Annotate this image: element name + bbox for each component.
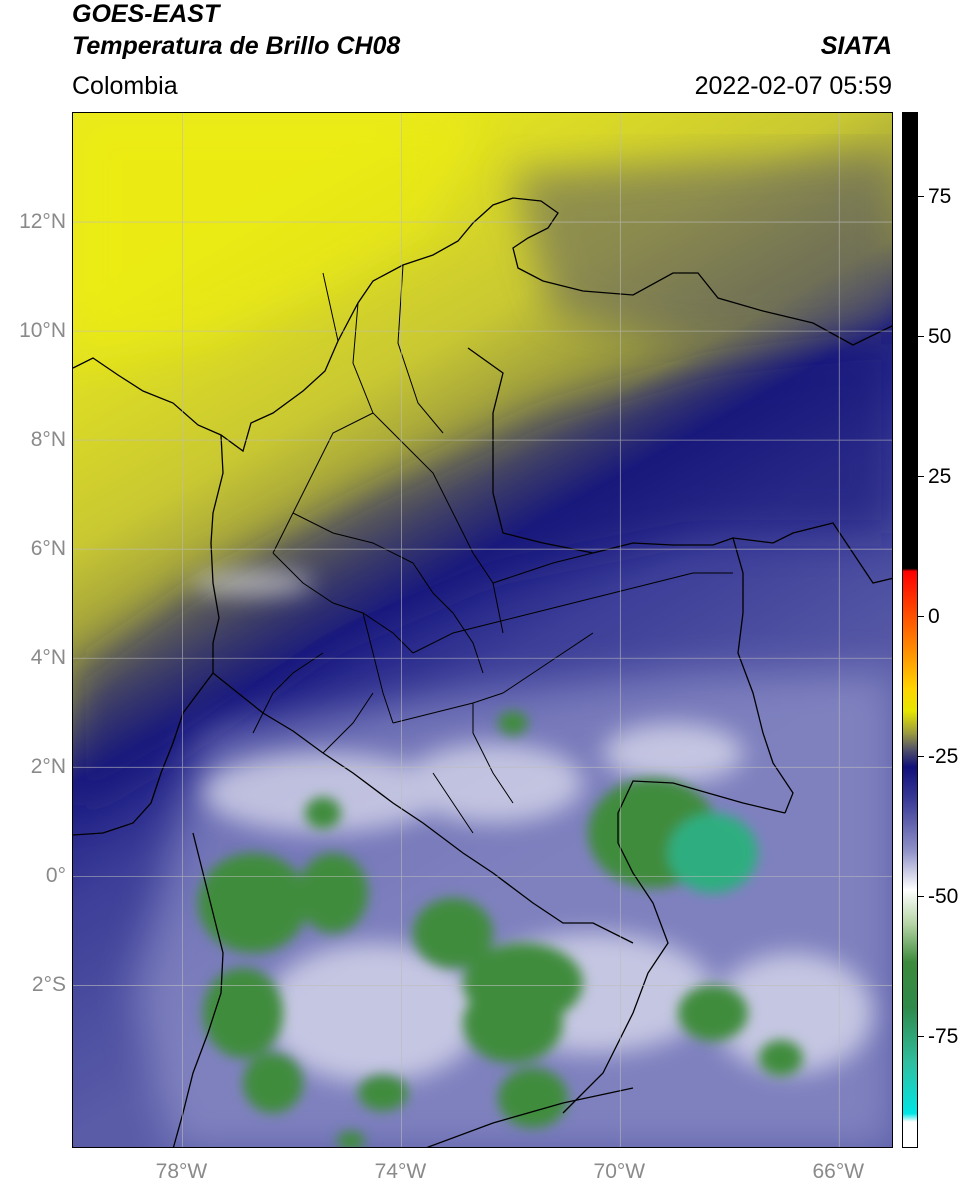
lat-tick-label: 4°N [30, 646, 66, 670]
lat-tick-label: 6°N [30, 537, 66, 561]
lat-tick-label: 10°N [19, 319, 66, 343]
colombia-brazil-border [562, 780, 786, 1114]
title-satellite: GOES-EAST [72, 0, 220, 28]
credit-label: SIATA [820, 32, 892, 60]
colorbar-tick-label: -25 [928, 745, 959, 768]
graticule [73, 113, 892, 1147]
colorbar-tick-label: -75 [928, 1025, 959, 1048]
colorbar-tick-mark [918, 336, 924, 337]
title-product: Temperatura de Brillo CH08 [72, 32, 401, 60]
dept-lines [252, 264, 733, 834]
map-canvas [73, 113, 892, 1147]
colorbar-tick-label: 50 [928, 325, 952, 348]
colorbar-tick-mark [918, 896, 924, 897]
coastlines-borders [73, 197, 892, 1147]
colorbar-tick-label: 0 [928, 605, 940, 628]
warm-air-region [73, 113, 493, 363]
dark-blue-band [73, 343, 892, 813]
colorbar-tick-mark [918, 616, 924, 617]
timestamp-label: 2022-02-07 05:59 [694, 72, 892, 100]
olive-streak-ne [513, 153, 892, 343]
colorbar [902, 112, 918, 1148]
lon-tick-label: 74°W [374, 1160, 427, 1183]
lat-tick-label: 12°N [19, 210, 66, 234]
lat-tick-label: 8°N [30, 428, 66, 452]
peru-inner [172, 832, 224, 1147]
lon-tick-label: 66°W [812, 1160, 865, 1183]
region-label: Colombia [72, 72, 178, 100]
colorbar-tick-mark [918, 756, 924, 757]
lon-tick-label: 70°W [593, 1160, 646, 1183]
brightness-temperature-map [72, 112, 893, 1148]
lat-tick-label: 2°N [30, 755, 66, 779]
colorbar-tick-mark [918, 1036, 924, 1037]
colorbar-tick-label: 75 [928, 185, 952, 208]
colorbar-tick-label: -50 [928, 885, 959, 908]
colorbar-tick-mark [918, 196, 924, 197]
brazil-south [426, 1087, 634, 1147]
venezuela-brazil-border [732, 522, 892, 584]
colorbar-tick-mark [918, 476, 924, 477]
lat-tick-label: 0° [45, 864, 66, 888]
lon-tick-label: 78°W [155, 1160, 208, 1183]
convective-cells [198, 711, 803, 1147]
colombia-venezuela-border [467, 347, 794, 814]
colombia-ecuador-peru-border [212, 672, 634, 944]
lat-tick-label: 2°S [31, 973, 66, 997]
pacific-coast [73, 434, 224, 836]
colorbar-tick-label: 25 [928, 465, 952, 488]
